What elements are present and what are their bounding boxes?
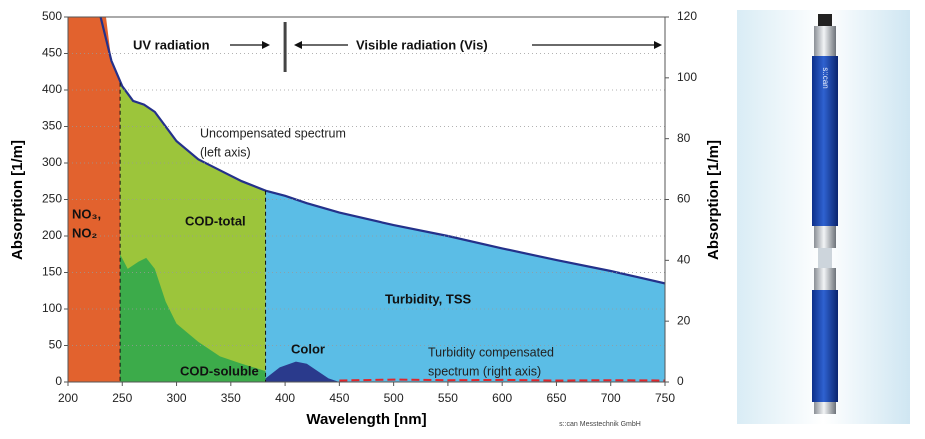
area xyxy=(265,361,340,382)
x-tick-label: 200 xyxy=(58,391,78,405)
series-label: Turbidity, TSS xyxy=(385,291,472,306)
probe-cap xyxy=(818,14,832,28)
area xyxy=(120,254,266,382)
y-tick-label: 250 xyxy=(42,192,62,206)
y2-tick-label: 80 xyxy=(677,131,691,145)
x-tick-label: 350 xyxy=(221,391,241,405)
arrowhead xyxy=(294,41,302,49)
x-tick-label: 550 xyxy=(438,391,458,405)
series-label: Color xyxy=(291,341,325,356)
y-tick-label: 150 xyxy=(42,265,62,279)
series-label: COD-total xyxy=(185,213,246,228)
series-label: Turbidity compensated xyxy=(428,345,554,359)
x-tick-label: 650 xyxy=(546,391,566,405)
plot-area xyxy=(68,17,665,382)
y2-tick-label: 0 xyxy=(677,374,684,388)
x-axis-title: Wavelength [nm] xyxy=(306,411,426,428)
series-label: NO₂ xyxy=(72,225,98,240)
area xyxy=(265,190,665,382)
probe-metal xyxy=(814,226,836,248)
series-label: Uncompensated spectrum xyxy=(200,126,346,140)
y-tick-label: 400 xyxy=(42,82,62,96)
y-tick-label: 100 xyxy=(42,301,62,315)
y2-tick-label: 60 xyxy=(677,192,691,206)
probe-metal xyxy=(814,402,836,414)
probe-gap xyxy=(818,248,832,268)
probe-metal xyxy=(814,26,836,56)
arrowhead xyxy=(262,41,270,49)
vis-label: Visible radiation (Vis) xyxy=(356,37,488,52)
probe-body xyxy=(812,290,838,402)
product-photo: s::can xyxy=(737,10,910,424)
y-tick-label: 450 xyxy=(42,46,62,60)
y2-axis-title: Absorption [1/m] xyxy=(705,140,722,260)
y-tick-label: 0 xyxy=(55,374,62,388)
axes: NO₃, NO₂ COD-total Turbidity, TSS COD-solubl… xyxy=(9,9,722,428)
x-tick-label: 600 xyxy=(492,391,512,405)
area xyxy=(68,17,121,382)
x-tick-label: 250 xyxy=(112,391,132,405)
x-tick-label: 300 xyxy=(167,391,187,405)
spectrum-line xyxy=(339,378,665,382)
probe-metal xyxy=(814,268,836,290)
x-tick-label: 400 xyxy=(275,391,295,405)
y-axis-title: Absorption [1/m] xyxy=(9,140,26,260)
probe-body xyxy=(812,56,838,226)
y2-tick-label: 40 xyxy=(677,253,691,267)
y-tick-label: 200 xyxy=(42,228,62,242)
series-label: (left axis) xyxy=(200,145,251,159)
y-tick-label: 350 xyxy=(42,119,62,133)
x-tick-label: 750 xyxy=(655,391,675,405)
series-label: spectrum (right axis) xyxy=(428,364,541,378)
x-tick-label: 500 xyxy=(384,391,404,405)
x-tick-label: 700 xyxy=(601,391,621,405)
series-label: NO₃, xyxy=(72,206,101,221)
y-tick-label: 50 xyxy=(49,338,63,352)
arrowhead xyxy=(654,41,662,49)
y-tick-label: 300 xyxy=(42,155,62,169)
y2-tick-label: 100 xyxy=(677,70,697,84)
y2-tick-label: 120 xyxy=(677,9,697,23)
credit: s::can Messtechnik GmbH xyxy=(559,421,641,428)
divider-bar xyxy=(283,22,287,72)
series-label: COD-soluble xyxy=(180,363,259,378)
x-tick-label: 450 xyxy=(329,391,349,405)
probe-label: s::can xyxy=(821,67,830,88)
y2-tick-label: 20 xyxy=(677,313,691,327)
spectrum-line xyxy=(99,17,665,285)
uv-label: UV radiation xyxy=(133,37,210,52)
y-tick-label: 500 xyxy=(42,9,62,23)
